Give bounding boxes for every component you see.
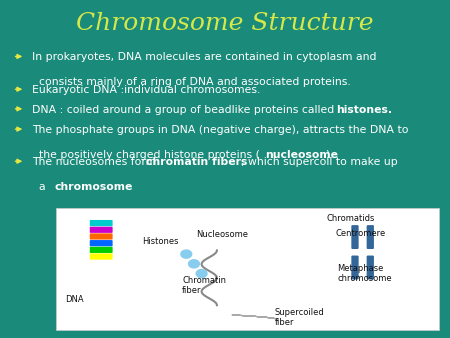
Circle shape <box>181 250 192 258</box>
Text: Nucleosome: Nucleosome <box>196 231 248 239</box>
Text: Chromatin
fiber: Chromatin fiber <box>182 276 226 295</box>
FancyBboxPatch shape <box>90 254 112 260</box>
Text: Supercoiled
fiber: Supercoiled fiber <box>274 308 324 328</box>
FancyBboxPatch shape <box>90 227 112 233</box>
Text: a: a <box>32 182 50 192</box>
Text: DNA: DNA <box>65 295 84 304</box>
Text: , which supercoil to make up: , which supercoil to make up <box>242 157 398 167</box>
Text: the positively charged histone proteins (: the positively charged histone proteins … <box>32 150 260 160</box>
Text: Chromatids: Chromatids <box>326 214 374 222</box>
Text: In prokaryotes, DNA molecules are contained in cytoplasm and: In prokaryotes, DNA molecules are contai… <box>32 52 377 63</box>
FancyBboxPatch shape <box>367 225 374 249</box>
Circle shape <box>196 269 207 277</box>
FancyBboxPatch shape <box>351 256 359 280</box>
FancyBboxPatch shape <box>367 256 374 280</box>
Bar <box>56 208 439 330</box>
Text: consists mainly of a ring of DNA and associated proteins.: consists mainly of a ring of DNA and ass… <box>32 77 351 87</box>
FancyBboxPatch shape <box>351 225 359 249</box>
Text: The phosphate groups in DNA (negative charge), attracts the DNA to: The phosphate groups in DNA (negative ch… <box>32 125 409 135</box>
FancyBboxPatch shape <box>90 247 112 253</box>
Text: .: . <box>114 182 117 192</box>
Text: nucleosome: nucleosome <box>266 150 338 160</box>
Text: Eukaryotic DNA :individual chromosomes.: Eukaryotic DNA :individual chromosomes. <box>32 85 261 95</box>
Circle shape <box>189 260 199 268</box>
Text: chromatin fibers: chromatin fibers <box>146 157 248 167</box>
Text: chromosome: chromosome <box>54 182 132 192</box>
Text: The nucleosomes form: The nucleosomes form <box>32 157 160 167</box>
Text: Chromosome Structure: Chromosome Structure <box>76 12 374 35</box>
FancyBboxPatch shape <box>90 240 112 246</box>
Text: ).: ). <box>325 150 333 160</box>
Text: histones.: histones. <box>336 105 392 115</box>
Text: Metaphase
chromosome: Metaphase chromosome <box>338 264 392 284</box>
Text: Histones: Histones <box>142 237 178 246</box>
Text: Centromere: Centromere <box>335 229 386 238</box>
Text: DNA : coiled around a group of beadlike proteins called: DNA : coiled around a group of beadlike … <box>32 105 338 115</box>
FancyBboxPatch shape <box>90 233 112 240</box>
FancyBboxPatch shape <box>90 220 112 226</box>
